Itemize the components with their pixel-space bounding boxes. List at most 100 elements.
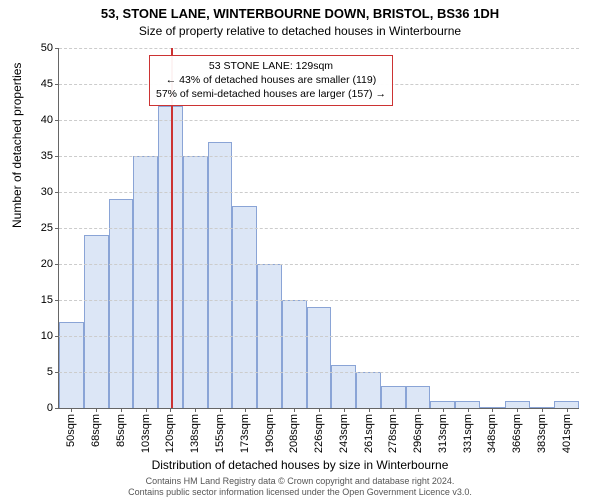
xtick-label: 296sqm — [412, 414, 424, 453]
xtick-mark — [567, 408, 568, 412]
bar — [109, 199, 134, 408]
ytick-mark — [55, 48, 59, 49]
xtick-mark — [294, 408, 295, 412]
bar — [183, 156, 208, 408]
ytick-mark — [55, 84, 59, 85]
bar — [59, 322, 84, 408]
xtick-label: 155sqm — [214, 414, 226, 453]
xtick-mark — [468, 408, 469, 412]
chart-subtitle: Size of property relative to detached ho… — [0, 24, 600, 38]
xtick-label: 278sqm — [387, 414, 399, 453]
xtick-label: 366sqm — [511, 414, 523, 453]
ytick-label: 40 — [41, 114, 53, 126]
xtick-mark — [369, 408, 370, 412]
x-axis-label: Distribution of detached houses by size … — [0, 458, 600, 472]
ytick-mark — [55, 192, 59, 193]
xtick-mark — [418, 408, 419, 412]
xtick-mark — [71, 408, 72, 412]
bar — [307, 307, 332, 408]
ytick-label: 25 — [41, 222, 53, 234]
xtick-mark — [245, 408, 246, 412]
gridline — [59, 156, 579, 157]
gridline — [59, 336, 579, 337]
gridline — [59, 48, 579, 49]
xtick-mark — [146, 408, 147, 412]
xtick-label: 190sqm — [264, 414, 276, 453]
footer-line1: Contains HM Land Registry data © Crown c… — [0, 476, 600, 487]
ytick-label: 15 — [41, 294, 53, 306]
xtick-label: 243sqm — [338, 414, 350, 453]
xtick-mark — [170, 408, 171, 412]
bar — [232, 206, 257, 408]
annotation-line3: 57% of semi-detached houses are larger (… — [156, 87, 386, 101]
xtick-mark — [393, 408, 394, 412]
ytick-label: 35 — [41, 150, 53, 162]
xtick-label: 208sqm — [288, 414, 300, 453]
ytick-mark — [55, 408, 59, 409]
bar — [381, 386, 406, 408]
plot-area: 50sqm68sqm85sqm103sqm120sqm138sqm155sqm1… — [58, 48, 579, 409]
ytick-mark — [55, 336, 59, 337]
chart-title: 53, STONE LANE, WINTERBOURNE DOWN, BRIST… — [0, 0, 600, 23]
gridline — [59, 192, 579, 193]
ytick-mark — [55, 300, 59, 301]
xtick-label: 383sqm — [536, 414, 548, 453]
gridline — [59, 120, 579, 121]
xtick-label: 173sqm — [239, 414, 251, 453]
xtick-label: 85sqm — [115, 414, 127, 447]
xtick-label: 103sqm — [140, 414, 152, 453]
xtick-label: 68sqm — [90, 414, 102, 447]
ytick-mark — [55, 228, 59, 229]
bar — [505, 401, 530, 408]
gridline — [59, 372, 579, 373]
xtick-mark — [121, 408, 122, 412]
gridline — [59, 264, 579, 265]
ytick-mark — [55, 120, 59, 121]
bar — [406, 386, 431, 408]
gridline — [59, 300, 579, 301]
bar — [554, 401, 579, 408]
chart-container: 53, STONE LANE, WINTERBOURNE DOWN, BRIST… — [0, 0, 600, 500]
xtick-label: 348sqm — [486, 414, 498, 453]
ytick-label: 20 — [41, 258, 53, 270]
xtick-mark — [96, 408, 97, 412]
footer-line2: Contains public sector information licen… — [0, 487, 600, 498]
xtick-label: 401sqm — [561, 414, 573, 453]
y-axis-label: Number of detached properties — [10, 63, 24, 228]
bar — [430, 401, 455, 408]
bar — [282, 300, 307, 408]
ytick-mark — [55, 372, 59, 373]
footer-credits: Contains HM Land Registry data © Crown c… — [0, 476, 600, 498]
xtick-mark — [319, 408, 320, 412]
xtick-mark — [517, 408, 518, 412]
xtick-label: 331sqm — [462, 414, 474, 453]
gridline — [59, 228, 579, 229]
annotation-line1: 53 STONE LANE: 129sqm — [156, 59, 386, 73]
annotation-box: 53 STONE LANE: 129sqm← 43% of detached h… — [149, 55, 393, 106]
xtick-mark — [270, 408, 271, 412]
bar — [356, 372, 381, 408]
ytick-label: 0 — [47, 402, 53, 414]
xtick-label: 138sqm — [189, 414, 201, 453]
xtick-label: 120sqm — [164, 414, 176, 453]
bar — [84, 235, 109, 408]
ytick-label: 30 — [41, 186, 53, 198]
xtick-mark — [220, 408, 221, 412]
xtick-label: 261sqm — [363, 414, 375, 453]
bar — [455, 401, 480, 408]
bar — [133, 156, 158, 408]
ytick-label: 5 — [47, 366, 53, 378]
xtick-mark — [492, 408, 493, 412]
xtick-label: 226sqm — [313, 414, 325, 453]
xtick-label: 50sqm — [65, 414, 77, 447]
bar — [208, 142, 233, 408]
ytick-label: 45 — [41, 78, 53, 90]
xtick-label: 313sqm — [437, 414, 449, 453]
xtick-mark — [344, 408, 345, 412]
ytick-label: 10 — [41, 330, 53, 342]
xtick-mark — [542, 408, 543, 412]
ytick-mark — [55, 264, 59, 265]
ytick-mark — [55, 156, 59, 157]
annotation-line2: ← 43% of detached houses are smaller (11… — [156, 73, 386, 87]
ytick-label: 50 — [41, 42, 53, 54]
